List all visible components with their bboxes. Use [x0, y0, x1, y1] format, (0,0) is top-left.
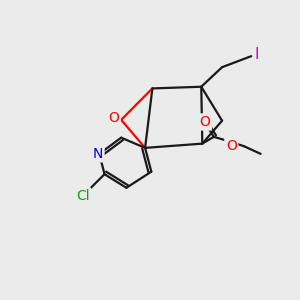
Text: O: O — [200, 115, 210, 129]
Text: Cl: Cl — [76, 189, 90, 203]
Text: O: O — [226, 139, 237, 152]
Text: O: O — [108, 111, 119, 125]
Text: I: I — [255, 47, 260, 62]
Text: N: N — [93, 147, 103, 161]
